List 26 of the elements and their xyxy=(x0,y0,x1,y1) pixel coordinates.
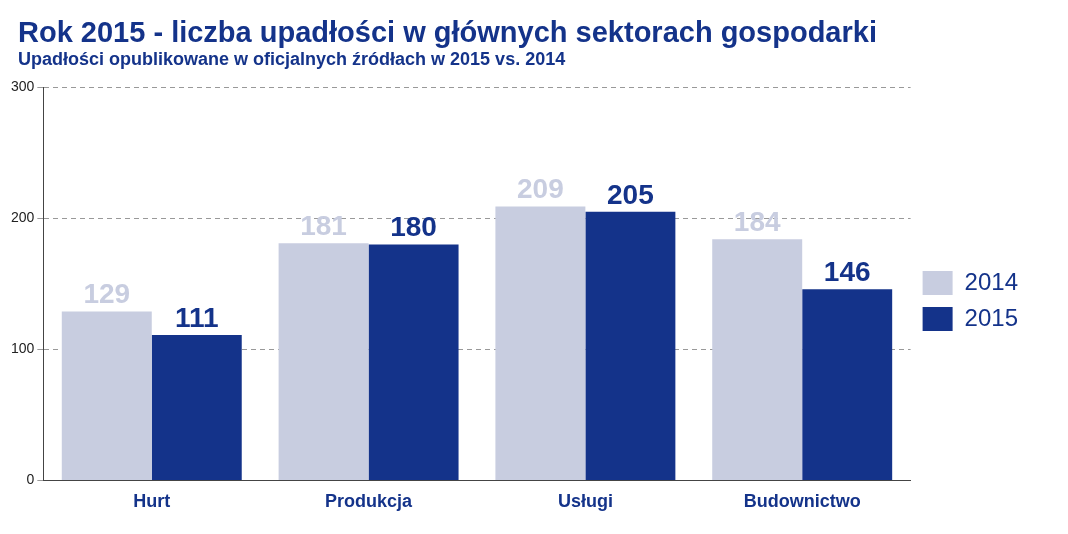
bar xyxy=(151,334,242,480)
chart-title: Rok 2015 - liczba upadłości w głównych sektorach gospodarki xyxy=(18,16,878,49)
legend-label: 2015 xyxy=(964,303,1018,331)
bar xyxy=(278,243,369,480)
x-tick-label: Budownictwo xyxy=(743,491,861,512)
y-tick-label: 300 xyxy=(11,78,35,95)
data-label: 180 xyxy=(390,211,437,243)
data-label: 146 xyxy=(823,255,871,287)
legend-label: 2014 xyxy=(964,267,1018,295)
bar xyxy=(712,239,803,480)
bar xyxy=(802,289,893,480)
bar xyxy=(368,244,459,480)
y-tick-label: 100 xyxy=(11,340,35,357)
data-label: 111 xyxy=(174,301,219,333)
data-label: 184 xyxy=(733,206,781,238)
x-tick-label: Produkcja xyxy=(325,491,414,512)
bar xyxy=(61,311,152,480)
bar xyxy=(495,206,586,480)
y-tick-label: 0 xyxy=(26,471,35,488)
bar xyxy=(585,211,676,480)
data-label: 205 xyxy=(607,178,654,210)
y-tick-label: 200 xyxy=(11,209,35,226)
x-tick-label: Usługi xyxy=(557,491,613,512)
chart-subtitle: Upadłości opublikowane w oficjalnych źródłach w 2015 vs. 2014 xyxy=(18,49,567,70)
x-tick-label: Hurt xyxy=(133,491,171,512)
data-label: 181 xyxy=(300,210,347,242)
